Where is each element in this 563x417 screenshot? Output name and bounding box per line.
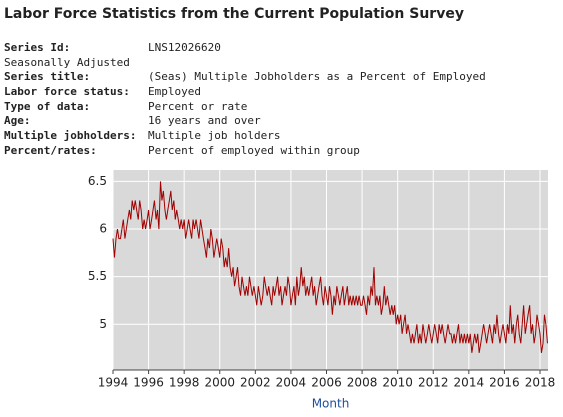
- metadata-label: Seasonally Adjusted: [4, 55, 130, 69]
- x-tick-label: 2014: [454, 376, 485, 390]
- metadata-value: LNS12026620: [148, 41, 221, 54]
- data-line: [112, 181, 548, 353]
- page-title: Labor Force Statistics from the Current …: [4, 6, 464, 22]
- x-axis-label: Month: [312, 397, 350, 411]
- metadata-label: Series Id:: [4, 41, 71, 54]
- metadata-label: Age:: [4, 114, 31, 128]
- x-tick-label: 2010: [382, 376, 413, 390]
- x-tick-label: 2012: [418, 376, 449, 390]
- metadata-label: Multiple jobholders:: [4, 129, 137, 143]
- x-tick-label: 2016: [489, 376, 520, 390]
- plot-background: [113, 170, 548, 370]
- x-tick-label: 1994: [98, 376, 129, 390]
- x-tick-label: 2002: [240, 376, 271, 390]
- y-tick-label: 5: [99, 317, 107, 331]
- metadata-label: Labor force status:: [4, 85, 130, 99]
- x-tick-label: 2008: [347, 376, 378, 390]
- y-tick-label: 6.5: [88, 174, 107, 188]
- x-tick-label: 2006: [311, 376, 342, 390]
- metadata-value: (Seas) Multiple Jobholders as a Percent …: [148, 70, 486, 84]
- x-tick-label: 1998: [169, 376, 200, 390]
- y-tick-label: 5.5: [88, 269, 107, 283]
- metadata-label: Type of data:: [4, 99, 91, 113]
- x-tick-label: 2000: [204, 376, 235, 390]
- metadata-value: 16 years and over: [148, 114, 261, 128]
- x-tick-label: 2018: [525, 376, 556, 390]
- metadata-value: Percent of employed within group: [148, 143, 360, 157]
- y-tick-label: 6: [99, 222, 107, 236]
- metadata-label: Percent/rates:: [4, 143, 97, 157]
- x-tick-label: 2004: [276, 376, 307, 390]
- metadata-value: Percent or rate: [148, 99, 248, 113]
- metadata-value: Multiple job holders: [148, 129, 281, 143]
- x-tick-label: 1996: [133, 376, 164, 390]
- metadata-label: Series title:: [4, 70, 91, 84]
- metadata-value: Employed: [148, 85, 201, 99]
